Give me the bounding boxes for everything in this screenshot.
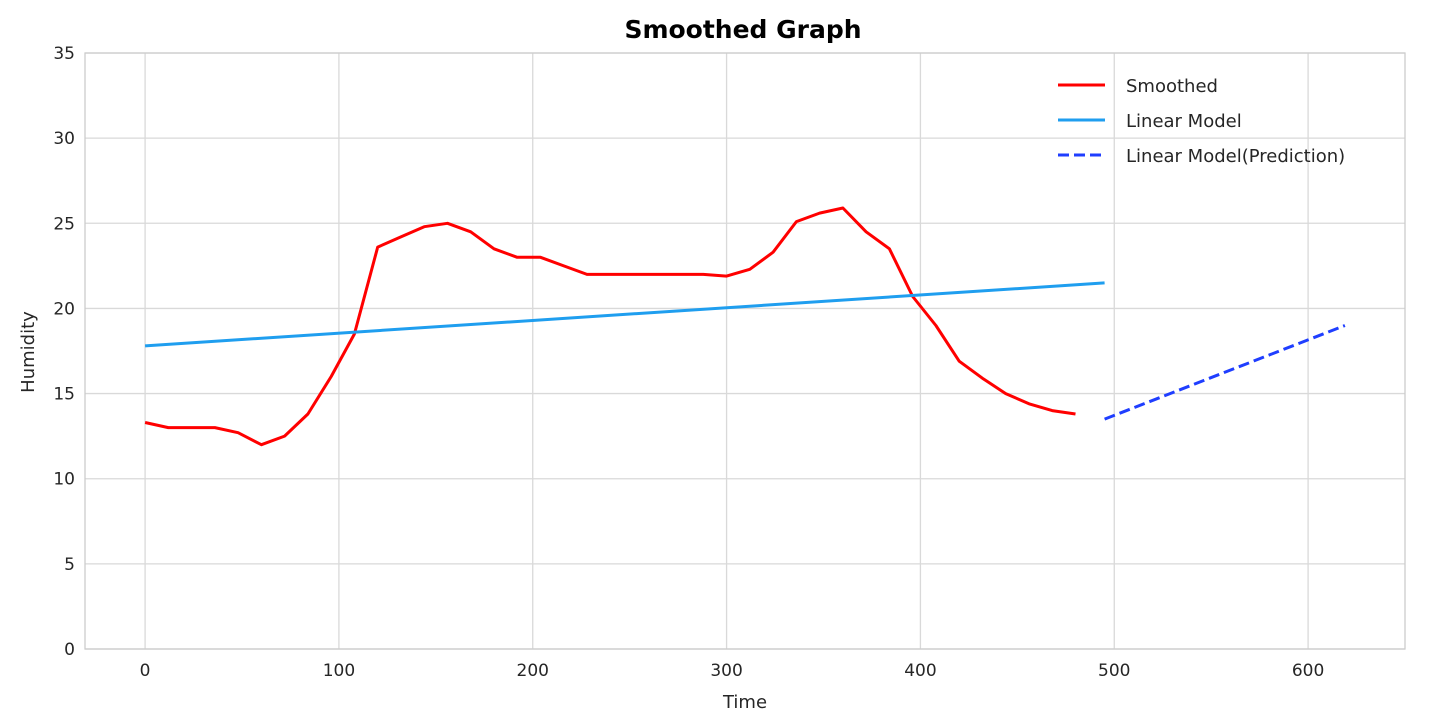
plot-frame bbox=[84, 52, 1406, 650]
legend: Smoothed Linear Model Linear Model(Predict… bbox=[1058, 76, 1345, 167]
grid bbox=[85, 52, 1405, 650]
legend-label: Linear Model(Prediction) bbox=[1126, 146, 1345, 167]
x-tick-label: 100 bbox=[323, 661, 355, 681]
y-axis-label: Humidity bbox=[18, 311, 39, 393]
series-line-linear-model-prediction bbox=[1104, 324, 1346, 421]
x-tick-label: 200 bbox=[517, 661, 549, 681]
series-line-smoothed bbox=[144, 206, 1076, 447]
series-group bbox=[144, 206, 1346, 447]
legend-label: Smoothed bbox=[1126, 76, 1218, 97]
y-tick-label: 35 bbox=[53, 44, 75, 64]
y-tick-labels: 0 5 10 15 20 25 30 35 bbox=[53, 44, 75, 660]
x-tick-label: 300 bbox=[710, 661, 742, 681]
chart-title: Smoothed Graph bbox=[624, 15, 861, 44]
x-tick-label: 0 bbox=[140, 661, 151, 681]
legend-label: Linear Model bbox=[1126, 111, 1242, 132]
x-tick-label: 500 bbox=[1098, 661, 1130, 681]
y-tick-label: 5 bbox=[64, 555, 75, 575]
series-line-linear-model bbox=[145, 281, 1105, 348]
x-tick-label: 600 bbox=[1292, 661, 1324, 681]
x-tick-labels: 0 100 200 300 400 500 600 bbox=[140, 661, 1325, 681]
y-tick-label: 15 bbox=[53, 385, 75, 405]
x-tick-label: 400 bbox=[904, 661, 936, 681]
y-tick-label: 0 bbox=[64, 640, 75, 660]
y-tick-label: 25 bbox=[53, 214, 75, 234]
x-axis-label: Time bbox=[722, 692, 767, 713]
y-tick-label: 20 bbox=[53, 299, 75, 319]
y-tick-label: 10 bbox=[53, 470, 75, 490]
y-tick-label: 30 bbox=[53, 129, 75, 149]
